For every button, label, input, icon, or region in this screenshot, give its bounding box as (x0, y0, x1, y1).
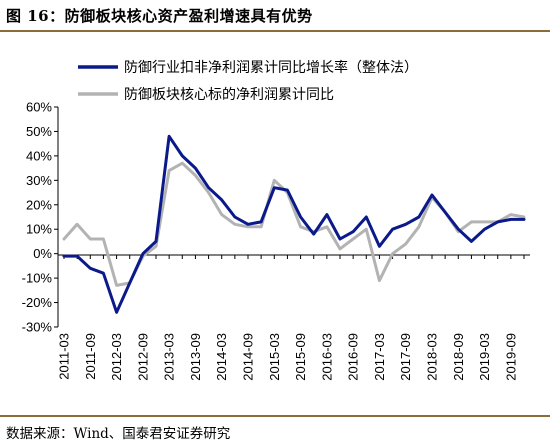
x-tick-label: 2013-03 (162, 333, 177, 381)
x-tick-label: 2017-09 (398, 333, 413, 381)
y-tick-label: 0% (33, 246, 52, 261)
y-tick-label: -10% (22, 271, 53, 286)
y-tick-label: 30% (26, 173, 52, 188)
x-tick-label: 2014-09 (241, 333, 256, 381)
x-tick-label: 2016-09 (346, 333, 361, 381)
y-tick-label: 20% (26, 197, 52, 212)
legend: 防御行业扣非净利润累计同比增长率（整体法） 防御板块核心标的净利润累计同比 (78, 59, 418, 103)
series-line-defensive-industry (62, 134, 526, 314)
x-tick-label: 2016-03 (319, 333, 334, 381)
x-tick-label: 2014-03 (214, 333, 229, 381)
y-tick-label: -30% (22, 320, 53, 335)
x-tick-label: 2019-09 (503, 333, 518, 381)
y-tick-label: 60% (26, 100, 52, 115)
x-tick-label: 2018-03 (425, 333, 440, 381)
x-tick-label: 2018-09 (451, 333, 466, 381)
legend-label-series-1: 防御行业扣非净利润累计同比增长率（整体法） (124, 59, 418, 76)
y-tick-label: 40% (26, 148, 52, 163)
figure-caption: 图 16：防御板块核心资产盈利增速具有优势 (6, 7, 313, 25)
y-tick-label: 10% (26, 222, 52, 237)
source-note: 数据来源：Wind、国泰君安证券研究 (6, 426, 231, 442)
x-tick-label: 2015-09 (293, 333, 308, 381)
series-lines (62, 134, 526, 314)
x-tick-label: 2013-09 (188, 333, 203, 381)
x-axis-tick-labels: 2011-03 2011-09 2012-03 2012-09 2013-03 2013-… (57, 333, 519, 381)
y-axis-tick-labels: 60% 50% 40% 30% 20% 10% 0% -10% -20% -30% (22, 100, 53, 335)
source-bar: 数据来源：Wind、国泰君安证券研究 (0, 415, 550, 444)
x-tick-label: 2011-09 (83, 333, 98, 380)
title-bar: 图 16：防御板块核心资产盈利增速具有优势 (0, 0, 550, 32)
y-tick-label: -20% (22, 295, 53, 310)
legend-label-series-2: 防御板块核心标的净利润累计同比 (124, 87, 334, 103)
y-tick-label: 50% (26, 124, 52, 139)
x-tick-label: 2015-03 (267, 333, 282, 381)
x-tick-label: 2012-09 (135, 333, 150, 381)
x-tick-label: 2019-03 (477, 333, 492, 381)
x-tick-label: 2011-03 (57, 333, 72, 380)
x-tick-label: 2012-03 (109, 333, 124, 381)
x-tick-label: 2017-03 (372, 333, 387, 381)
